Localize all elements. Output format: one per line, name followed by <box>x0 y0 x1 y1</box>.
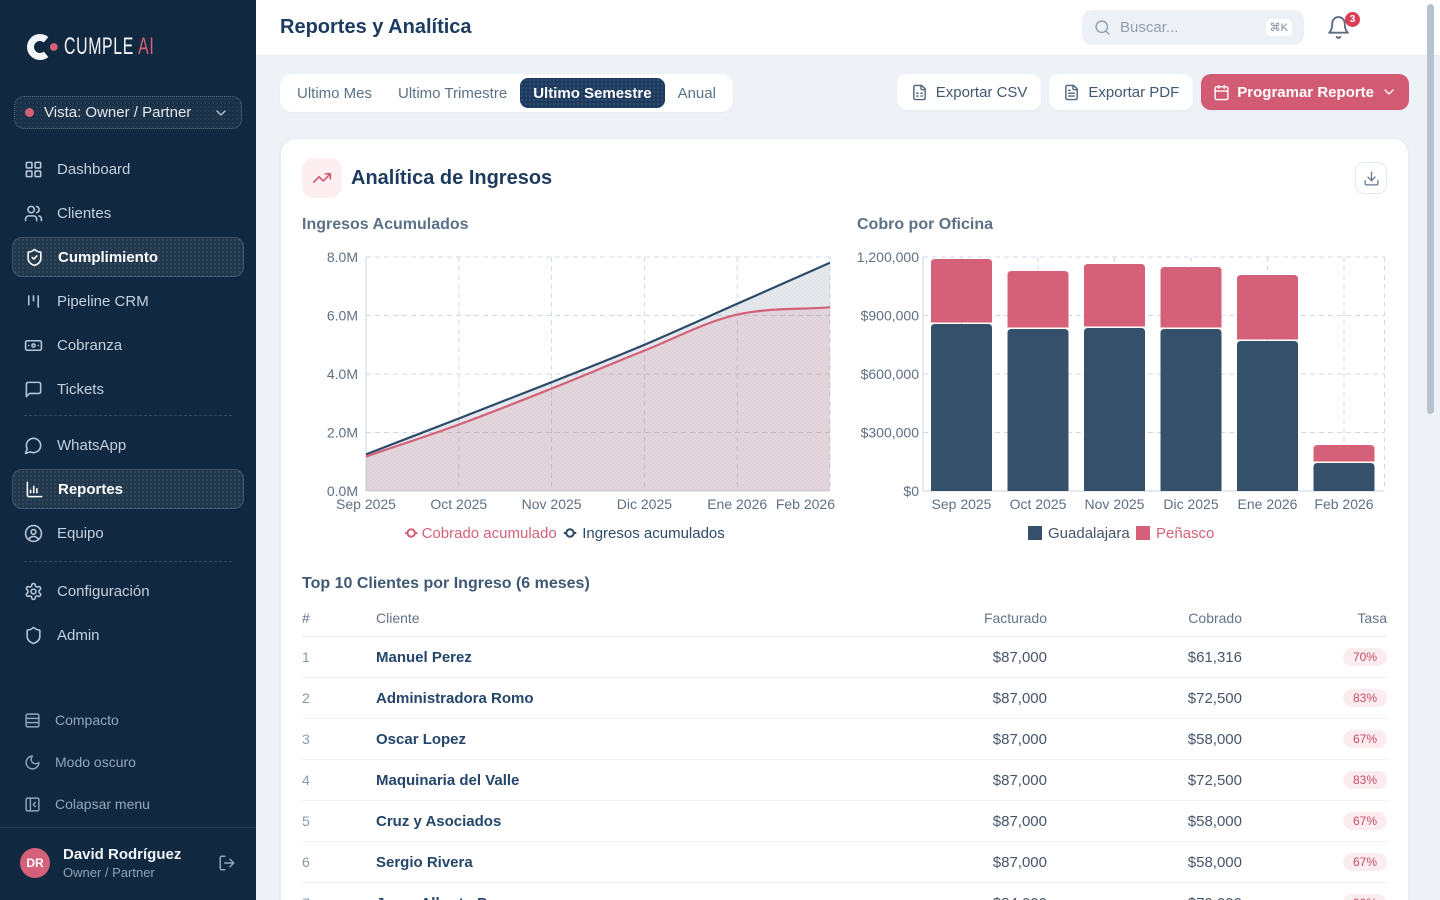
svg-text:Ene 2026: Ene 2026 <box>1238 496 1298 512</box>
svg-text:Oct 2025: Oct 2025 <box>1010 496 1067 512</box>
svg-text:6.0M: 6.0M <box>327 308 358 324</box>
svg-text:Ingresos acumulados: Ingresos acumulados <box>582 525 725 542</box>
svg-text:$900,000: $900,000 <box>861 308 920 324</box>
svg-text:4.0M: 4.0M <box>327 366 358 382</box>
svg-text:$0: $0 <box>903 483 919 499</box>
svg-text:Peñasco: Peñasco <box>1156 525 1214 542</box>
svg-text:Feb 2026: Feb 2026 <box>776 496 835 512</box>
svg-text:Nov 2025: Nov 2025 <box>522 496 582 512</box>
svg-text:Guadalajara: Guadalajara <box>1048 525 1130 542</box>
svg-text:1,200,000: 1,200,000 <box>857 249 919 265</box>
svg-text:Oct 2025: Oct 2025 <box>430 496 487 512</box>
svg-text:Dic 2025: Dic 2025 <box>617 496 672 512</box>
svg-text:Sep 2025: Sep 2025 <box>336 496 396 512</box>
svg-text:$300,000: $300,000 <box>861 425 920 441</box>
svg-text:Ene 2026: Ene 2026 <box>707 496 767 512</box>
svg-text:Dic 2025: Dic 2025 <box>1163 496 1218 512</box>
svg-text:0.0M: 0.0M <box>327 483 358 499</box>
svg-text:2.0M: 2.0M <box>327 425 358 441</box>
svg-text:Nov 2025: Nov 2025 <box>1085 496 1145 512</box>
svg-text:$600,000: $600,000 <box>861 366 920 382</box>
svg-text:Feb 2026: Feb 2026 <box>1314 496 1373 512</box>
svg-text:8.0M: 8.0M <box>327 249 358 265</box>
svg-text:Sep 2025: Sep 2025 <box>932 496 992 512</box>
svg-text:Cobrado acumulado: Cobrado acumulado <box>422 525 557 542</box>
